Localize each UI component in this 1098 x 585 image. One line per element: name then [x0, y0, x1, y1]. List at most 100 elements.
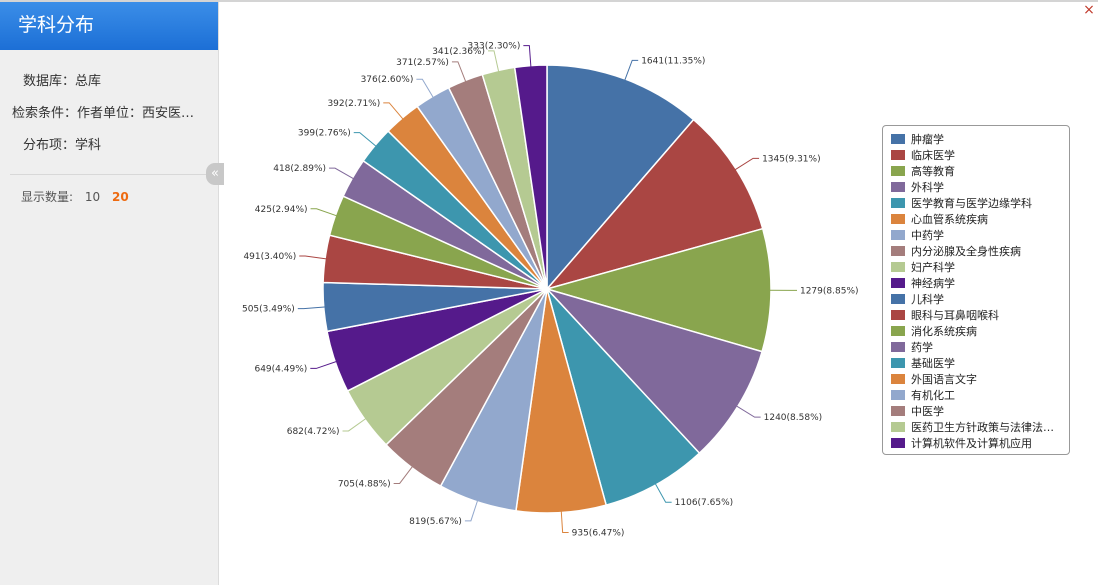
data-label: 425(2.94%) — [255, 205, 308, 215]
legend-swatch — [891, 246, 905, 256]
legend-swatch — [891, 278, 905, 288]
legend-label: 儿科学 — [911, 293, 944, 306]
leader-line — [560, 508, 569, 533]
legend-label: 基础医学 — [911, 357, 955, 370]
legend-swatch — [891, 214, 905, 224]
legend-label: 妇产科学 — [911, 261, 955, 274]
legend-item[interactable]: 妇产科学 — [891, 260, 1069, 276]
leader-line — [342, 416, 369, 432]
data-label: 399(2.76%) — [298, 129, 351, 139]
distribution-item-row: 分布项：学科 — [0, 134, 218, 166]
count-option-20[interactable]: 20 — [111, 190, 129, 204]
collapse-button[interactable]: « — [206, 163, 224, 185]
legend-swatch — [891, 326, 905, 336]
legend-item[interactable]: 药学 — [891, 340, 1069, 356]
top-border — [0, 0, 1098, 2]
leader-line — [653, 480, 672, 503]
legend-swatch — [891, 342, 905, 352]
data-label: 418(2.89%) — [273, 164, 326, 174]
legend-label: 高等教育 — [911, 165, 955, 178]
legend-item[interactable]: 心血管系统疾病 — [891, 212, 1069, 228]
legend-item[interactable]: 神经病学 — [891, 276, 1069, 292]
data-label: 649(4.49%) — [254, 364, 307, 374]
close-icon: × — [1083, 2, 1095, 18]
leader-line — [299, 255, 330, 260]
data-label: 1106(7.65%) — [675, 498, 734, 508]
legend-item[interactable]: 中医学 — [891, 404, 1069, 420]
display-count-label: 显示数量: — [21, 190, 74, 204]
data-label: 491(3.40%) — [243, 252, 296, 262]
data-label: 819(5.67%) — [409, 517, 462, 527]
data-label: 1240(8.58%) — [764, 413, 823, 423]
legend-swatch — [891, 438, 905, 448]
legend-swatch — [891, 198, 905, 208]
legend-label: 消化系统疾病 — [911, 325, 977, 338]
legend-label: 神经病学 — [911, 277, 955, 290]
legend-item[interactable]: 高等教育 — [891, 164, 1069, 180]
legend-swatch — [891, 182, 905, 192]
legend-label: 药学 — [911, 341, 933, 354]
leader-line — [623, 59, 639, 84]
legend-item[interactable]: 基础医学 — [891, 356, 1069, 372]
leader-line — [310, 208, 340, 218]
data-label: 1641(11.35%) — [641, 56, 705, 66]
data-label: 935(6.47%) — [572, 528, 625, 538]
leader-line — [488, 50, 500, 75]
legend-item[interactable]: 计算机软件及计算机应用 — [891, 436, 1069, 452]
leader-line — [523, 45, 532, 70]
legend-item[interactable]: 医药卫生方针政策与法律法规研究 — [891, 420, 1069, 436]
data-label: 505(3.49%) — [242, 305, 295, 315]
data-label: 341(2.36%) — [432, 47, 485, 57]
leader-line — [464, 497, 479, 522]
distribution-item-label: 分布项： — [22, 138, 75, 153]
legend-item[interactable]: 内分泌腺及全身性疾病 — [891, 244, 1069, 260]
leader-line — [416, 78, 436, 101]
database-label: 数据库： — [22, 74, 75, 89]
leader-line — [310, 360, 340, 369]
distribution-item-value: 学科 — [75, 138, 102, 153]
legend-swatch — [891, 390, 905, 400]
database-row: 数据库：总库 — [0, 70, 218, 102]
double-chevron-left-icon: « — [211, 166, 219, 181]
leader-line — [383, 102, 406, 122]
leader-line — [353, 132, 379, 149]
chart-legend: 肿瘤学 临床医学高等教育外科学医学教育与医学边缘学科 心血管系统疾病 中药学内分泌腺及… — [882, 125, 1070, 455]
data-label: 682(4.72%) — [287, 427, 340, 437]
leader-line — [732, 157, 760, 172]
data-label: 1345(9.31%) — [762, 154, 821, 164]
legend-label: 有机化工 — [911, 389, 955, 402]
data-label: 705(4.88%) — [338, 479, 391, 489]
legend-swatch — [891, 374, 905, 384]
close-button[interactable]: × — [1082, 3, 1096, 17]
legend-item[interactable]: 有机化工 — [891, 388, 1069, 404]
data-label: 392(2.71%) — [327, 99, 380, 109]
legend-label: 中药学 — [911, 229, 944, 242]
legend-item[interactable]: 消化系统疾病 — [891, 324, 1069, 340]
legend-swatch — [891, 358, 905, 368]
legend-item[interactable]: 肿瘤学 — [891, 132, 1069, 148]
condition-value: 作者单位：西安医学院 — [77, 106, 203, 121]
display-count-row: 显示数量: 10 20 — [21, 188, 129, 205]
legend-label: 内分泌腺及全身性疾病 — [911, 245, 1021, 258]
legend-label: 医药卫生方针政策与法律法规研究 — [911, 421, 1061, 434]
divider — [10, 174, 210, 175]
legend-item[interactable]: 外科学 — [891, 180, 1069, 196]
legend-item[interactable]: 医学教育与医学边缘学科 — [891, 196, 1069, 212]
legend-label: 临床医学 — [911, 149, 955, 162]
legend-item[interactable]: 中药学 — [891, 228, 1069, 244]
legend-item[interactable]: 儿科学 — [891, 292, 1069, 308]
legend-swatch — [891, 294, 905, 304]
condition-label: 检索条件： — [12, 106, 78, 121]
legend-item[interactable]: 眼科与耳鼻咽喉科 — [891, 308, 1069, 324]
legend-item[interactable]: 临床医学 — [891, 148, 1069, 164]
legend-label: 中医学 — [911, 405, 944, 418]
leader-line — [329, 167, 357, 181]
data-label: 376(2.60%) — [361, 75, 414, 85]
legend-item[interactable]: 外国语言文字 — [891, 372, 1069, 388]
count-option-10[interactable]: 10 — [84, 190, 101, 204]
legend-label: 外科学 — [911, 181, 944, 194]
legend-swatch — [891, 422, 905, 432]
legend-swatch — [891, 406, 905, 416]
legend-label: 外国语言文字 — [911, 373, 977, 386]
legend-swatch — [891, 150, 905, 160]
